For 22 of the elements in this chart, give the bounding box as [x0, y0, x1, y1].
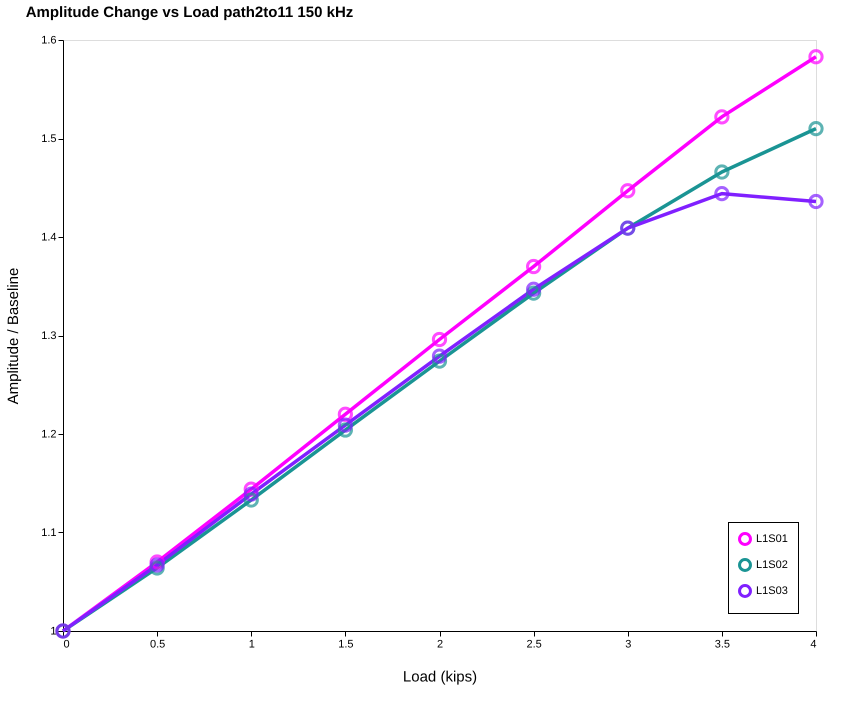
x-tick-label: 2	[436, 638, 444, 650]
y-tick-label: 1	[50, 626, 56, 638]
x-tick-label: 0.5	[150, 638, 166, 650]
y-tick-label: 1.2	[41, 428, 56, 440]
chart-title: Amplitude Change vs Load path2to11 150 kHz	[26, 4, 354, 21]
legend-label: L1S03	[756, 585, 788, 597]
y-tick-label: 1.1	[41, 527, 56, 539]
legend-label: L1S01	[756, 533, 788, 545]
x-tick-label: 4	[810, 638, 816, 650]
x-tick-label: 1.5	[338, 638, 354, 650]
y-tick-label: 1.5	[41, 133, 56, 145]
y-tick-label: 1.6	[41, 34, 56, 46]
x-axis-title: Load (kips)	[402, 668, 478, 686]
y-axis-title: Amplitude / Baseline	[5, 268, 22, 404]
y-tick-label: 1.4	[41, 232, 56, 244]
x-tick-label: 0	[64, 638, 70, 650]
x-tick-label: 3.5	[714, 638, 730, 650]
x-tick-label: 1	[248, 638, 255, 650]
y-tick-label: 1.3	[41, 330, 56, 342]
x-tick-label: 3	[625, 638, 632, 650]
legend-label: L1S02	[756, 559, 788, 571]
x-tick-label: 2.5	[526, 638, 542, 650]
